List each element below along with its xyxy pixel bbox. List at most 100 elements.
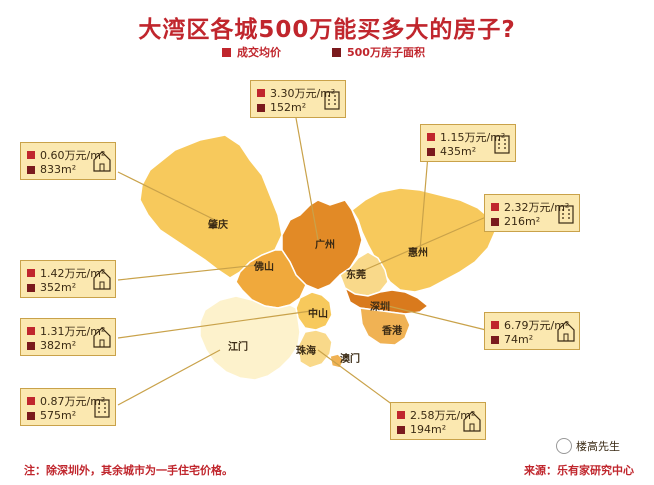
area-row: 382m² <box>27 339 76 352</box>
area-value: 382m² <box>40 339 77 352</box>
callout-guangzhou: 3.30万元/m² 152m² <box>250 80 346 118</box>
city-label-guangzhou: 广州 <box>315 240 335 251</box>
callout-huizhou: 1.15万元/m² 435m² <box>420 124 516 162</box>
house-icon <box>557 321 575 342</box>
area-value: 352m² <box>40 281 77 294</box>
price-swatch <box>27 397 35 405</box>
city-label-hongkong: 香港 <box>382 326 402 337</box>
callout-dongguan: 2.32万元/m² 216m² <box>484 194 580 232</box>
house-icon <box>93 327 111 348</box>
region-macau <box>329 353 345 369</box>
price-row: 0.87万元/m² <box>27 393 105 409</box>
price-swatch <box>27 269 35 277</box>
leader-lines <box>117 117 487 406</box>
area-swatch <box>257 103 265 112</box>
callout-foshan: 1.42万元/m² 352m² <box>20 260 116 298</box>
price-value: 1.42万元/m² <box>40 267 106 280</box>
area-swatch <box>491 335 499 344</box>
price-value: 0.87万元/m² <box>40 395 106 408</box>
price-value: 2.58万元/m² <box>410 409 476 422</box>
area-row: 833m² <box>27 163 76 176</box>
watermark-icon <box>556 438 572 454</box>
house-icon <box>93 151 111 172</box>
area-row: 74m² <box>491 333 533 346</box>
area-row: 216m² <box>491 215 540 228</box>
area-swatch <box>27 341 35 350</box>
city-label-jiangmen: 江门 <box>228 342 248 353</box>
price-row: 3.30万元/m² <box>257 85 335 101</box>
city-label-shenzhen: 深圳 <box>370 302 390 313</box>
price-value: 2.32万元/m² <box>504 201 570 214</box>
region-foshan <box>235 249 307 309</box>
price-value: 1.15万元/m² <box>440 131 506 144</box>
area-swatch <box>27 283 35 292</box>
price-row: 2.32万元/m² <box>491 199 569 215</box>
area-swatch <box>491 217 499 226</box>
price-value: 6.79万元/m² <box>504 319 570 332</box>
area-row: 152m² <box>257 101 306 114</box>
region-hongkong <box>359 307 411 346</box>
legend-price: 成交均价 <box>222 44 281 60</box>
area-row: 352m² <box>27 281 76 294</box>
city-label-huizhou: 惠州 <box>408 248 428 259</box>
area-value: 152m² <box>270 101 307 114</box>
source-note: 来源：乐有家研究中心 <box>524 464 634 477</box>
building-icon <box>494 135 510 154</box>
watermark: 楼高先生 <box>556 438 620 454</box>
price-swatch <box>491 203 499 211</box>
legend-price-label: 成交均价 <box>237 46 281 59</box>
price-swatch <box>257 89 265 97</box>
price-row: 0.60万元/m² <box>27 147 105 163</box>
watermark-text: 楼高先生 <box>576 440 620 453</box>
price-row: 1.15万元/m² <box>427 129 505 145</box>
area-value: 575m² <box>40 409 77 422</box>
callout-jiangmen: 0.87万元/m² 575m² <box>20 388 116 426</box>
area-value: 435m² <box>440 145 477 158</box>
area-swatch <box>27 165 35 174</box>
area-row: 194m² <box>397 423 446 436</box>
city-label-zhongshan: 中山 <box>308 309 328 320</box>
city-label-zhaoqing: 肇庆 <box>208 220 228 231</box>
building-icon <box>558 205 574 224</box>
legend-area: 500万房子面积 <box>332 44 425 60</box>
callout-shenzhen: 6.79万元/m² 74m² <box>484 312 580 350</box>
price-row: 1.31万元/m² <box>27 323 105 339</box>
price-swatch <box>491 321 499 329</box>
footnote: 注：除深圳外，其余城市为一手住宅价格。 <box>24 464 233 477</box>
building-icon <box>94 399 110 418</box>
legend-area-swatch <box>332 47 341 57</box>
page-title: 大湾区各城500万能买多大的房子? <box>138 17 516 43</box>
city-label-foshan: 佛山 <box>254 262 274 273</box>
price-swatch <box>27 327 35 335</box>
price-value: 0.60万元/m² <box>40 149 106 162</box>
area-row: 575m² <box>27 409 76 422</box>
building-icon <box>324 91 340 110</box>
region-zhuhai <box>297 329 333 369</box>
price-row: 6.79万元/m² <box>491 317 569 333</box>
city-label-macau: 澳门 <box>340 354 360 365</box>
price-value: 3.30万元/m² <box>270 87 336 100</box>
callout-zhongshan: 1.31万元/m² 382m² <box>20 318 116 356</box>
area-swatch <box>427 147 435 156</box>
area-swatch <box>397 425 405 434</box>
price-swatch <box>397 411 405 419</box>
house-icon <box>93 269 111 290</box>
area-row: 435m² <box>427 145 476 158</box>
city-label-zhuhai: 珠海 <box>296 346 316 357</box>
area-value: 74m² <box>504 333 534 346</box>
callout-zhaoqing: 0.60万元/m² 833m² <box>20 142 116 180</box>
region-jiangmen <box>199 295 301 381</box>
legend-price-swatch <box>222 47 231 57</box>
area-value: 216m² <box>504 215 541 228</box>
callout-zhuhai: 2.58万元/m² 194m² <box>390 402 486 440</box>
price-row: 1.42万元/m² <box>27 265 105 281</box>
area-value: 833m² <box>40 163 77 176</box>
price-value: 1.31万元/m² <box>40 325 106 338</box>
price-row: 2.58万元/m² <box>397 407 475 423</box>
legend-area-label: 500万房子面积 <box>347 46 425 59</box>
area-swatch <box>27 411 35 420</box>
house-icon <box>463 411 481 432</box>
price-swatch <box>427 133 435 141</box>
